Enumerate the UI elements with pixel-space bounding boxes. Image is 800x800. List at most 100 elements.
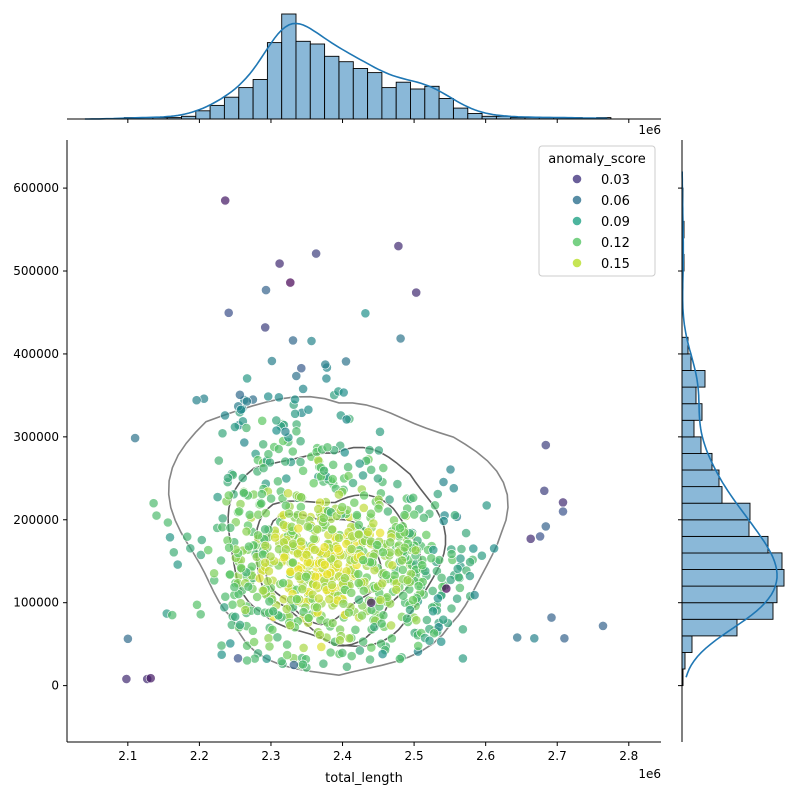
- scatter-point: [353, 569, 364, 579]
- scatter-point: [302, 521, 313, 532]
- scatter-point: [249, 637, 259, 647]
- scatter-point: [220, 591, 231, 602]
- scatter-point: [241, 526, 252, 537]
- scatter-point: [373, 503, 384, 514]
- scatter-point: [351, 510, 362, 520]
- y-hist-bar: [681, 585, 778, 604]
- scatter-point: [216, 640, 227, 651]
- scatter-point: [469, 590, 480, 600]
- scatter-point: [343, 471, 354, 481]
- scatter-point: [428, 606, 438, 617]
- scatter-point: [274, 258, 285, 269]
- scatter-point: [353, 520, 364, 530]
- y-hist-bar: [681, 386, 697, 405]
- scatter-point: [242, 655, 252, 666]
- scatter-point: [354, 645, 365, 656]
- scatter-point: [375, 595, 386, 605]
- scatter-point: [384, 494, 395, 505]
- scatter-point: [220, 195, 231, 206]
- scatter-point: [346, 651, 357, 661]
- scatter-point: [397, 555, 407, 566]
- scatter-point: [263, 449, 274, 460]
- scatter-point: [410, 545, 421, 556]
- x-offset-label-main: 1e6: [638, 767, 661, 781]
- scatter-point: [283, 508, 294, 519]
- scatter-point: [279, 552, 290, 563]
- scatter-point: [346, 544, 357, 554]
- scatter-point: [427, 586, 438, 596]
- scatter-point: [168, 547, 179, 558]
- scatter-point: [452, 563, 463, 574]
- scatter-point: [254, 573, 265, 584]
- scatter-point: [216, 555, 226, 566]
- scatter-point: [395, 333, 406, 344]
- scatter-point: [243, 581, 254, 592]
- scatter-point: [256, 498, 267, 509]
- scatter-point: [244, 509, 255, 520]
- scatter-point: [337, 648, 348, 658]
- scatter-point: [280, 544, 291, 555]
- x-hist-bar: [209, 104, 225, 120]
- x-tick-label: 2.1: [118, 749, 137, 763]
- y-hist-bar: [681, 502, 751, 521]
- scatter-point: [216, 649, 227, 660]
- y-tick-label: 300000: [13, 430, 59, 444]
- scatter-point: [321, 373, 332, 384]
- scatter-point: [366, 508, 376, 519]
- legend-frame: [538, 145, 656, 277]
- x-hist-bar: [338, 61, 354, 120]
- scatter-point: [287, 557, 298, 568]
- scatter-point: [312, 524, 323, 535]
- scatter-point: [282, 639, 292, 650]
- scatter-point: [344, 633, 355, 644]
- scatter-point: [270, 532, 280, 543]
- y-hist-bar: [681, 519, 750, 537]
- legend-label: 0.12: [601, 236, 630, 251]
- scatter-point: [372, 540, 382, 550]
- scatter-point: [375, 528, 385, 538]
- scatter-point: [252, 592, 262, 602]
- scatter-point: [271, 425, 282, 436]
- scatter-point: [185, 543, 196, 554]
- scatter-point: [276, 656, 287, 667]
- scatter-point: [148, 498, 159, 509]
- scatter-point: [260, 524, 270, 535]
- scatter-point: [261, 285, 271, 295]
- scatter-point: [465, 557, 475, 567]
- scatter-point: [172, 559, 183, 570]
- scatter-point: [257, 415, 268, 426]
- scatter-point: [195, 550, 206, 560]
- scatter-point: [431, 566, 442, 576]
- y-hist-bar: [681, 569, 785, 587]
- y-tick-label: 0: [51, 679, 59, 693]
- scatter-point: [292, 548, 303, 559]
- scatter-point: [540, 521, 551, 532]
- scatter-point: [234, 389, 245, 400]
- scatter-point: [376, 618, 387, 629]
- scatter-point: [446, 549, 457, 559]
- scatter-point: [366, 597, 377, 608]
- scatter-point: [225, 638, 236, 649]
- scatter-point: [394, 523, 405, 533]
- x-hist-bar: [195, 110, 211, 120]
- scatter-point: [455, 553, 466, 564]
- scatter-point: [408, 492, 419, 503]
- scatter-point: [241, 396, 252, 407]
- legend: anomaly_score 0.03 0.06 0.09 0.12 0.15: [538, 145, 656, 277]
- scatter-point: [397, 564, 408, 575]
- scatter-point: [341, 414, 352, 425]
- scatter-point: [333, 533, 344, 543]
- x-hist-bar: [324, 55, 340, 120]
- x-hist-bar: [410, 88, 426, 120]
- scatter-point: [167, 610, 178, 620]
- scatter-point: [325, 647, 336, 658]
- x-tick-label: 2.2: [190, 749, 209, 763]
- x-offset-label-top: 1e6: [638, 123, 661, 137]
- scatter-point: [295, 456, 306, 467]
- scatter-point: [196, 535, 207, 545]
- scatter-point: [272, 476, 283, 487]
- x-tick-label: 2.5: [405, 749, 424, 763]
- scatter-point: [296, 536, 307, 547]
- scatter-point: [229, 582, 240, 592]
- scatter-point: [295, 436, 306, 447]
